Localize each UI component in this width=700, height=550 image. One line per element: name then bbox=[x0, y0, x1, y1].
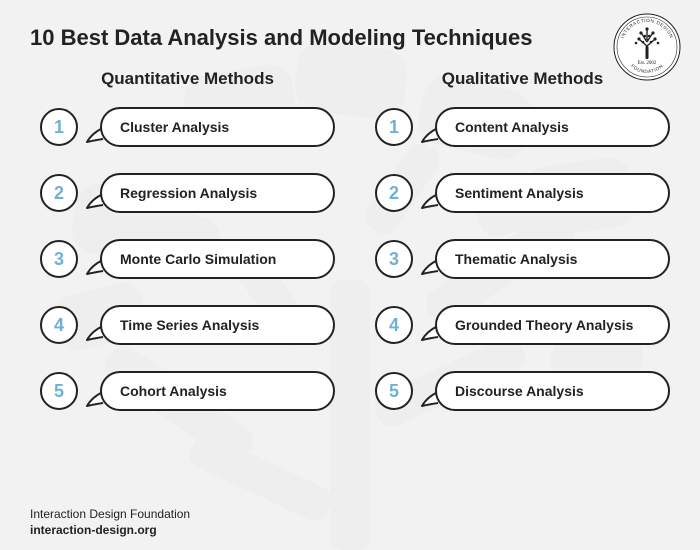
item-bubble: Time Series Analysis bbox=[100, 305, 335, 345]
list-item: 5 Cohort Analysis bbox=[40, 371, 335, 411]
brand-logo: INTERACTION DESIGN FOUNDATION Est. 2002 bbox=[612, 12, 682, 82]
item-bubble: Grounded Theory Analysis bbox=[435, 305, 670, 345]
item-label: Monte Carlo Simulation bbox=[120, 251, 276, 267]
quantitative-header: Quantitative Methods bbox=[40, 69, 335, 89]
item-bubble: Thematic Analysis bbox=[435, 239, 670, 279]
item-number: 5 bbox=[40, 372, 78, 410]
list-item: 3 Thematic Analysis bbox=[375, 239, 670, 279]
item-number: 4 bbox=[40, 306, 78, 344]
item-label: Thematic Analysis bbox=[455, 251, 577, 267]
qualitative-column: Qualitative Methods 1Content Analysis2Se… bbox=[375, 69, 670, 437]
footer: Interaction Design Foundation interactio… bbox=[30, 506, 190, 538]
list-item: 5 Discourse Analysis bbox=[375, 371, 670, 411]
svg-text:Est. 2002: Est. 2002 bbox=[638, 61, 657, 66]
list-item: 1 Content Analysis bbox=[375, 107, 670, 147]
item-label: Discourse Analysis bbox=[455, 383, 584, 399]
item-number: 2 bbox=[40, 174, 78, 212]
footer-org: Interaction Design Foundation bbox=[30, 506, 190, 522]
item-number: 2 bbox=[375, 174, 413, 212]
item-bubble: Discourse Analysis bbox=[435, 371, 670, 411]
item-number: 5 bbox=[375, 372, 413, 410]
item-number: 3 bbox=[40, 240, 78, 278]
item-number: 4 bbox=[375, 306, 413, 344]
item-label: Grounded Theory Analysis bbox=[455, 317, 633, 333]
footer-site: interaction-design.org bbox=[30, 522, 190, 538]
item-number: 1 bbox=[40, 108, 78, 146]
list-item: 2 Sentiment Analysis bbox=[375, 173, 670, 213]
list-item: 3 Monte Carlo Simulation bbox=[40, 239, 335, 279]
item-number: 3 bbox=[375, 240, 413, 278]
item-label: Cluster Analysis bbox=[120, 119, 229, 135]
item-label: Content Analysis bbox=[455, 119, 569, 135]
list-item: 4 Time Series Analysis bbox=[40, 305, 335, 345]
list-item: 4 Grounded Theory Analysis bbox=[375, 305, 670, 345]
item-label: Time Series Analysis bbox=[120, 317, 259, 333]
item-bubble: Cluster Analysis bbox=[100, 107, 335, 147]
item-bubble: Sentiment Analysis bbox=[435, 173, 670, 213]
item-label: Cohort Analysis bbox=[120, 383, 227, 399]
item-bubble: Monte Carlo Simulation bbox=[100, 239, 335, 279]
list-item: 1 Cluster Analysis bbox=[40, 107, 335, 147]
item-bubble: Regression Analysis bbox=[100, 173, 335, 213]
item-bubble: Content Analysis bbox=[435, 107, 670, 147]
item-bubble: Cohort Analysis bbox=[100, 371, 335, 411]
page-title: 10 Best Data Analysis and Modeling Techn… bbox=[30, 25, 670, 51]
item-label: Sentiment Analysis bbox=[455, 185, 584, 201]
list-item: 2 Regression Analysis bbox=[40, 173, 335, 213]
item-label: Regression Analysis bbox=[120, 185, 257, 201]
quantitative-column: Quantitative Methods 1 Cluster Analysis 2 R… bbox=[40, 69, 335, 437]
item-number: 1 bbox=[375, 108, 413, 146]
